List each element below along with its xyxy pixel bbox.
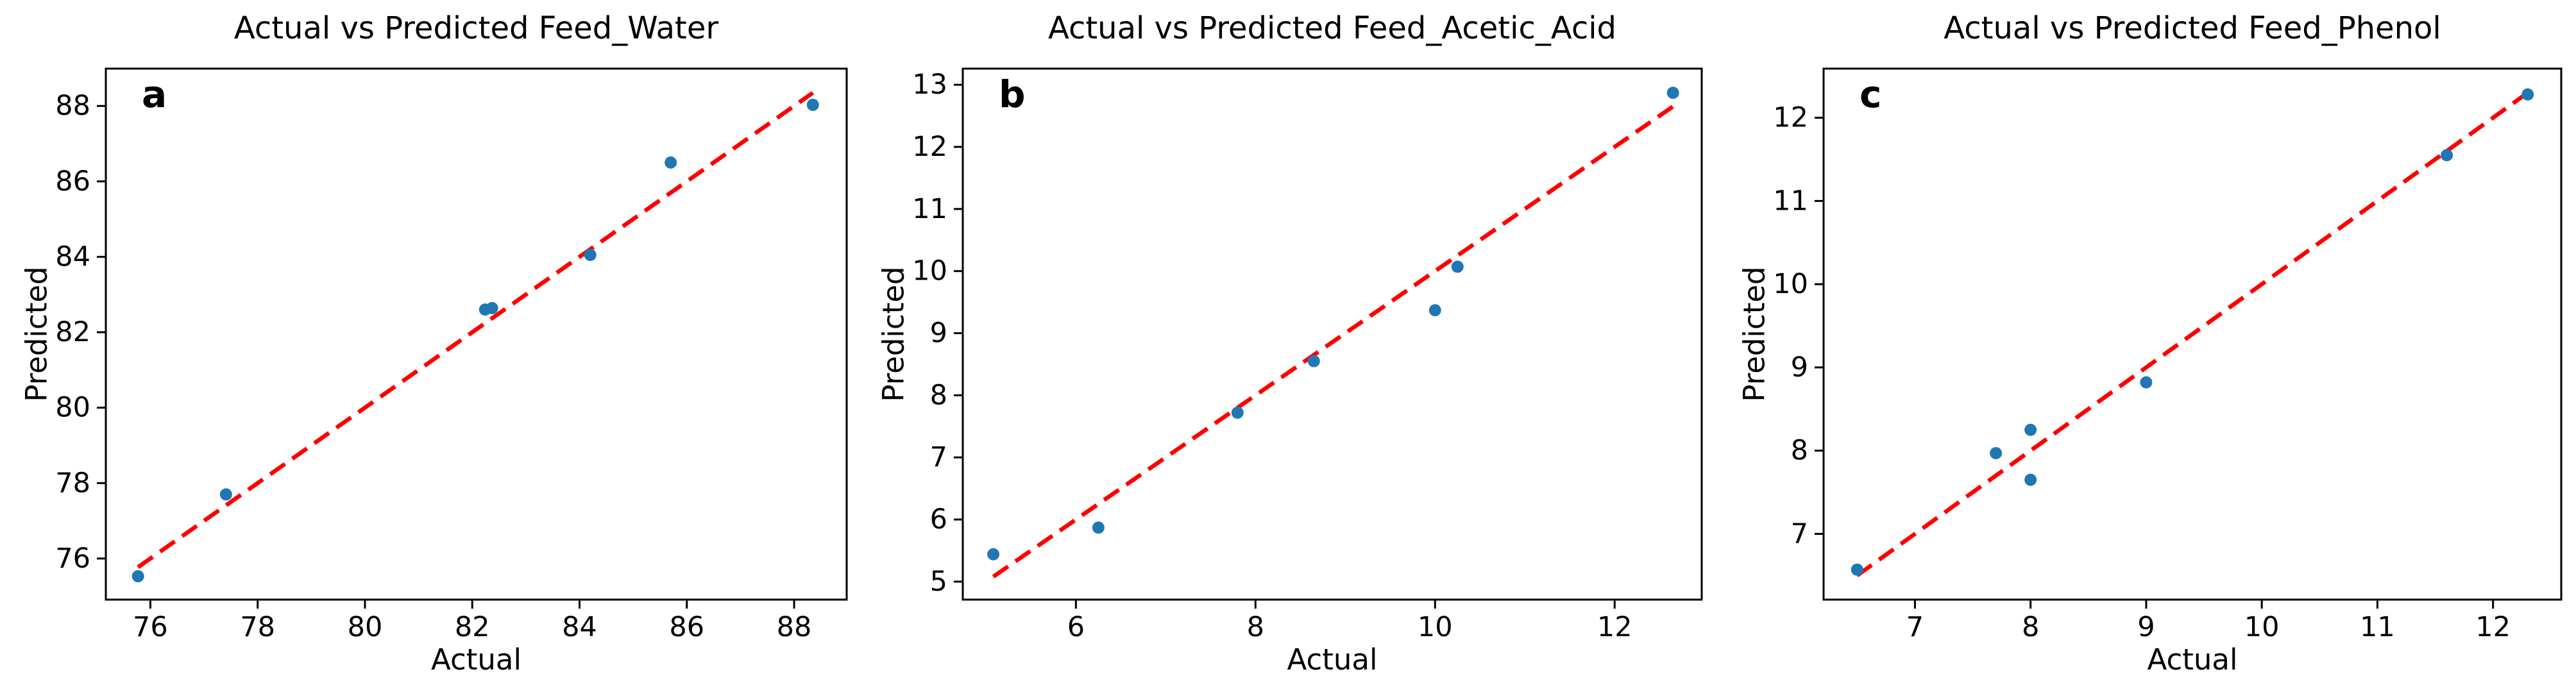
scatter-point bbox=[1990, 447, 2003, 460]
scatter-point bbox=[1451, 260, 1464, 273]
panel-title: Actual vs Predicted Feed_Water bbox=[233, 10, 719, 46]
y-axis-label: Predicted bbox=[1737, 266, 1772, 402]
scatter-point bbox=[1666, 87, 1679, 99]
y-tick-label: 7 bbox=[1791, 518, 1808, 550]
y-tick-label: 76 bbox=[55, 543, 90, 575]
scatter-point bbox=[1851, 563, 1863, 576]
y-tick-label: 11 bbox=[1773, 185, 1808, 217]
y-tick-label: 80 bbox=[55, 392, 90, 424]
plot-area-feed-water: 76 78 80 82 84 86 88 76 78 80 82 84 86 88 bbox=[55, 67, 848, 643]
x-tick-label: 12 bbox=[1597, 611, 1632, 643]
y-tick-label: 88 bbox=[55, 90, 90, 122]
x-tick-label: 80 bbox=[348, 611, 383, 643]
y-tick-label: 7 bbox=[930, 441, 947, 473]
x-axis-label: Actual bbox=[431, 643, 521, 677]
x-tick-label: 6 bbox=[1067, 611, 1085, 643]
x-tick-label: 7 bbox=[1906, 611, 1924, 643]
scatter-point bbox=[219, 488, 232, 501]
scatter-point bbox=[1428, 304, 1441, 317]
y-axis-label: Predicted bbox=[876, 266, 911, 402]
scatter-point bbox=[2441, 149, 2453, 162]
scatter-point bbox=[806, 98, 819, 111]
x-tick-label: 82 bbox=[455, 611, 490, 643]
scatter-point bbox=[486, 301, 498, 314]
panel-feed-water: Actual vs Predicted Feed_Water Predicted… bbox=[20, 0, 848, 683]
y-tick-label: 11 bbox=[912, 193, 947, 225]
y-tick-label: 13 bbox=[912, 69, 947, 101]
y-tick-label: 86 bbox=[55, 165, 90, 198]
axes-box bbox=[105, 67, 848, 601]
x-tick-label: 9 bbox=[2137, 611, 2155, 643]
y-tick-label: 12 bbox=[912, 131, 947, 163]
scatter-point bbox=[987, 548, 1000, 561]
panel-letter: b bbox=[999, 72, 1026, 116]
scatter-point bbox=[2521, 88, 2534, 101]
plot-area-feed-phenol: 7 8 9 10 11 12 7 8 9 10 11 12 bbox=[1773, 67, 2563, 643]
scatter-point bbox=[665, 156, 677, 169]
panel-feed-phenol: Actual vs Predicted Feed_Phenol Predicte… bbox=[1738, 0, 2563, 683]
y-tick-label: 12 bbox=[1773, 102, 1808, 134]
x-tick-label: 8 bbox=[2022, 611, 2039, 643]
x-tick-label: 12 bbox=[2475, 611, 2511, 643]
scatter-point bbox=[1231, 407, 1244, 419]
axes-box bbox=[1822, 67, 2563, 601]
x-tick-label: 10 bbox=[2244, 611, 2280, 643]
y-axis-label: Predicted bbox=[19, 266, 54, 402]
scatter-point bbox=[2140, 376, 2153, 389]
x-tick-label: 8 bbox=[1247, 611, 1264, 643]
scatter-point bbox=[1307, 355, 1320, 367]
panel-title: Actual vs Predicted Feed_Acetic_Acid bbox=[1047, 10, 1617, 46]
y-tick-label: 6 bbox=[930, 503, 947, 535]
scatter-point bbox=[131, 570, 144, 583]
y-tick-label: 8 bbox=[930, 379, 947, 411]
y-tick-label: 82 bbox=[55, 316, 90, 348]
y-tick-label: 5 bbox=[930, 566, 947, 598]
scatter-point bbox=[2024, 473, 2037, 486]
y-tick-label: 8 bbox=[1791, 435, 1808, 467]
x-tick-label: 86 bbox=[669, 611, 704, 643]
x-axis-label: Actual bbox=[1287, 643, 1378, 677]
x-axis-label: Actual bbox=[2147, 643, 2238, 677]
scatter-point bbox=[2024, 423, 2037, 436]
y-tick-label: 78 bbox=[55, 467, 90, 499]
scatter-point bbox=[1092, 521, 1105, 534]
y-tick-label: 10 bbox=[1773, 268, 1808, 300]
x-tick-label: 84 bbox=[562, 611, 597, 643]
y-tick-label: 10 bbox=[912, 255, 947, 287]
plot-area-feed-acetic-acid: 6 8 10 12 5 6 7 8 9 10 11 12 13 bbox=[912, 67, 1703, 643]
panel-title: Actual vs Predicted Feed_Phenol bbox=[1944, 10, 2441, 46]
x-tick-label: 78 bbox=[240, 611, 275, 643]
x-tick-label: 10 bbox=[1418, 611, 1453, 643]
x-tick-label: 76 bbox=[133, 611, 168, 643]
identity-line bbox=[1856, 90, 2529, 578]
identity-line bbox=[137, 90, 815, 569]
y-tick-label: 9 bbox=[1791, 351, 1808, 384]
x-tick-label: 88 bbox=[777, 611, 812, 643]
panel-feed-acetic-acid: Actual vs Predicted Feed_Acetic_Acid Pre… bbox=[877, 0, 1703, 683]
axes-box bbox=[962, 67, 1703, 601]
panel-letter: a bbox=[142, 72, 167, 116]
identity-line bbox=[992, 105, 1675, 578]
scatter-point bbox=[584, 249, 597, 262]
y-tick-label: 84 bbox=[55, 240, 90, 273]
x-tick-label: 11 bbox=[2360, 611, 2395, 643]
y-tick-label: 9 bbox=[930, 317, 947, 350]
panel-letter: c bbox=[1860, 72, 1882, 116]
